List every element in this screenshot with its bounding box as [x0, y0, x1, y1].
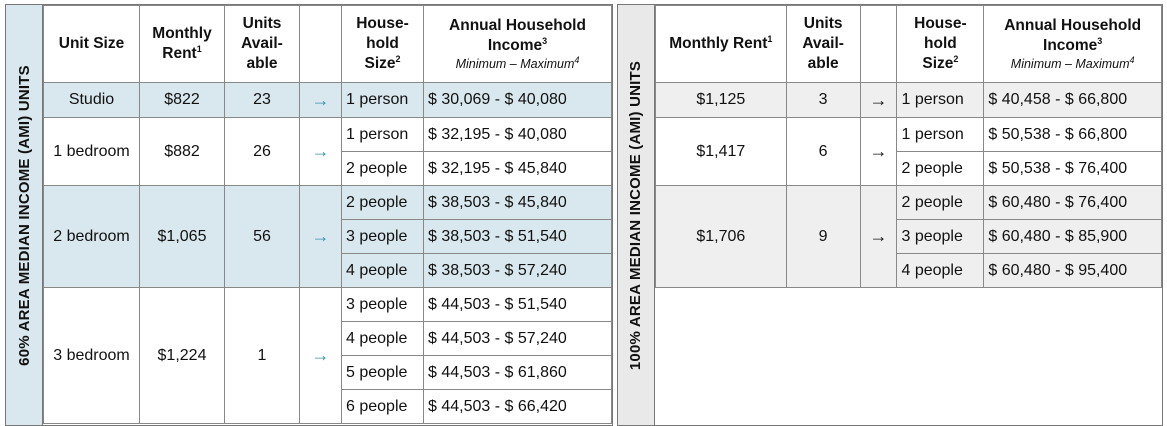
ami-100-side-label: 100% AREA MEDIAN INCOME (AMI) UNITS: [618, 5, 655, 425]
rent-cell: $1,417: [655, 117, 787, 186]
income-range-cell: $ 44,503 - $ 61,860: [423, 355, 612, 390]
right-arrow-icon: →: [299, 117, 342, 186]
household-size-cell: 1 person: [896, 117, 985, 152]
ami-100-header-row: Monthly Rent1 Units Avail- able House- h…: [655, 5, 1162, 83]
units-cell: 9: [785, 185, 861, 288]
table-row: 6 people $ 44,503 - $ 66,420: [44, 389, 612, 424]
income-range-cell: $ 32,195 - $ 45,840: [423, 151, 612, 186]
rent-cell: $1,706: [655, 185, 787, 288]
header-annual-income: Annual Household Income3 Minimum – Maxim…: [423, 5, 612, 83]
household-size-cell: 1 person: [341, 117, 424, 152]
household-size-cell: 2 people: [896, 185, 985, 220]
header-monthly-rent: Monthly Rent1: [655, 5, 787, 83]
household-size-cell: 4 people: [896, 253, 985, 288]
table-row: 2 people $ 50,538 - $ 76,400: [656, 151, 1162, 186]
header-household-size: House- hold Size2: [896, 5, 985, 83]
units-cell: 56: [224, 185, 300, 288]
right-arrow-icon: →: [859, 185, 898, 288]
income-range-cell: $ 50,538 - $ 76,400: [983, 151, 1162, 186]
rent-cell: $1,065: [139, 185, 225, 288]
table-row: 3 bedroom $1,224 1 → 3 people $ 44,503 -…: [43, 287, 612, 424]
header-unit-size: Unit Size: [43, 5, 140, 83]
household-size-cell: 2 people: [896, 151, 985, 186]
ami-60-header-row: Unit Size Monthly Rent1 Units Avail- abl…: [43, 5, 612, 83]
income-range-cell: $ 60,480 - $ 85,900: [983, 219, 1162, 254]
ami-100-table: Monthly Rent1 Units Avail- able House- h…: [655, 5, 1162, 288]
units-cell: 26: [224, 117, 300, 186]
income-range-cell: $ 60,480 - $ 95,400: [983, 253, 1162, 288]
header-units-available: Units Avail- able: [785, 5, 861, 83]
units-cell: 23: [224, 82, 300, 118]
income-range-cell: $ 32,195 - $ 40,080: [423, 117, 612, 152]
rent-cell: $1,224: [139, 287, 225, 424]
income-range-cell: $ 30,069 - $ 40,080: [423, 82, 612, 118]
household-size-cell: 2 people: [341, 151, 424, 186]
income-range-cell: $ 40,458 - $ 66,800: [983, 82, 1162, 118]
table-row: $1,706 9 → 2 people $ 60,480 - $ 76,400: [655, 185, 1162, 288]
table-row: 4 people $ 38,503 - $ 57,240: [44, 253, 612, 288]
household-size-cell: 2 people: [341, 185, 424, 220]
header-annual-income: Annual Household Income3 Minimum – Maxim…: [983, 5, 1162, 83]
table-row: 3 people $ 60,480 - $ 85,900: [656, 219, 1162, 254]
table-row: 2 people $ 32,195 - $ 45,840: [44, 151, 612, 186]
household-size-cell: 3 people: [341, 219, 424, 254]
household-size-cell: 1 person: [896, 82, 985, 118]
household-size-cell: 4 people: [341, 321, 424, 356]
income-range-cell: $ 60,480 - $ 76,400: [983, 185, 1162, 220]
income-range-cell: $ 38,503 - $ 45,840: [423, 185, 612, 220]
header-units-available: Units Avail- able: [224, 5, 300, 83]
unit-size-cell: 2 bedroom: [43, 185, 140, 288]
right-arrow-icon: →: [299, 82, 342, 118]
table-row: 1 bedroom $882 26 → 1 person $ 32,195 - …: [43, 117, 612, 186]
household-size-cell: 4 people: [341, 253, 424, 288]
unit-size-cell: Studio: [43, 82, 140, 118]
table-row: Studio $822 23 → 1 person $ 30,069 - $ 4…: [43, 82, 612, 118]
ami-100-side-label-text: 100% AREA MEDIAN INCOME (AMI) UNITS: [627, 60, 645, 370]
unit-size-cell: 3 bedroom: [43, 287, 140, 424]
ami-60-side-label: 60% AREA MEDIAN INCOME (AMI) UNITS: [6, 5, 43, 425]
ami-60-table: Unit Size Monthly Rent1 Units Avail- abl…: [43, 5, 612, 424]
table-row: 4 people $ 44,503 - $ 57,240: [44, 321, 612, 356]
income-range-cell: $ 38,503 - $ 57,240: [423, 253, 612, 288]
header-arrow-blank: [299, 5, 342, 83]
rent-cell: $1,125: [655, 82, 787, 118]
units-cell: 1: [224, 287, 300, 424]
income-range-cell: $ 38,503 - $ 51,540: [423, 219, 612, 254]
table-row: 2 bedroom $1,065 56 → 2 people $ 38,503 …: [43, 185, 612, 288]
household-size-cell: 1 person: [341, 82, 424, 118]
income-range-cell: $ 44,503 - $ 66,420: [423, 389, 612, 424]
table-row: 4 people $ 60,480 - $ 95,400: [656, 253, 1162, 288]
household-size-cell: 3 people: [896, 219, 985, 254]
household-size-cell: 6 people: [341, 389, 424, 424]
income-range-cell: $ 44,503 - $ 51,540: [423, 287, 612, 322]
header-household-size: House- hold Size2: [341, 5, 424, 83]
right-arrow-icon: →: [859, 117, 898, 186]
table-row: $1,417 6 → 1 person $ 50,538 - $ 66,800: [655, 117, 1162, 186]
header-arrow-blank: [859, 5, 898, 83]
rent-cell: $822: [139, 82, 225, 118]
right-arrow-icon: →: [299, 287, 342, 424]
unit-size-cell: 1 bedroom: [43, 117, 140, 186]
units-cell: 3: [785, 82, 861, 118]
household-size-cell: 3 people: [341, 287, 424, 322]
right-arrow-icon: →: [859, 82, 898, 118]
table-row: 5 people $ 44,503 - $ 61,860: [44, 355, 612, 390]
rent-cell: $882: [139, 117, 225, 186]
right-arrow-icon: →: [299, 185, 342, 288]
table-row: 3 people $ 38,503 - $ 51,540: [44, 219, 612, 254]
income-range-cell: $ 44,503 - $ 57,240: [423, 321, 612, 356]
income-range-cell: $ 50,538 - $ 66,800: [983, 117, 1162, 152]
table-row: $1,125 3 → 1 person $ 40,458 - $ 66,800: [655, 82, 1162, 118]
header-monthly-rent: Monthly Rent1: [139, 5, 225, 83]
ami-60-side-label-text: 60% AREA MEDIAN INCOME (AMI) UNITS: [15, 64, 33, 366]
ami-100-panel: 100% AREA MEDIAN INCOME (AMI) UNITS Mont…: [617, 4, 1163, 426]
household-size-cell: 5 people: [341, 355, 424, 390]
ami-60-panel: 60% AREA MEDIAN INCOME (AMI) UNITS Unit …: [5, 4, 613, 426]
units-cell: 6: [785, 117, 861, 186]
